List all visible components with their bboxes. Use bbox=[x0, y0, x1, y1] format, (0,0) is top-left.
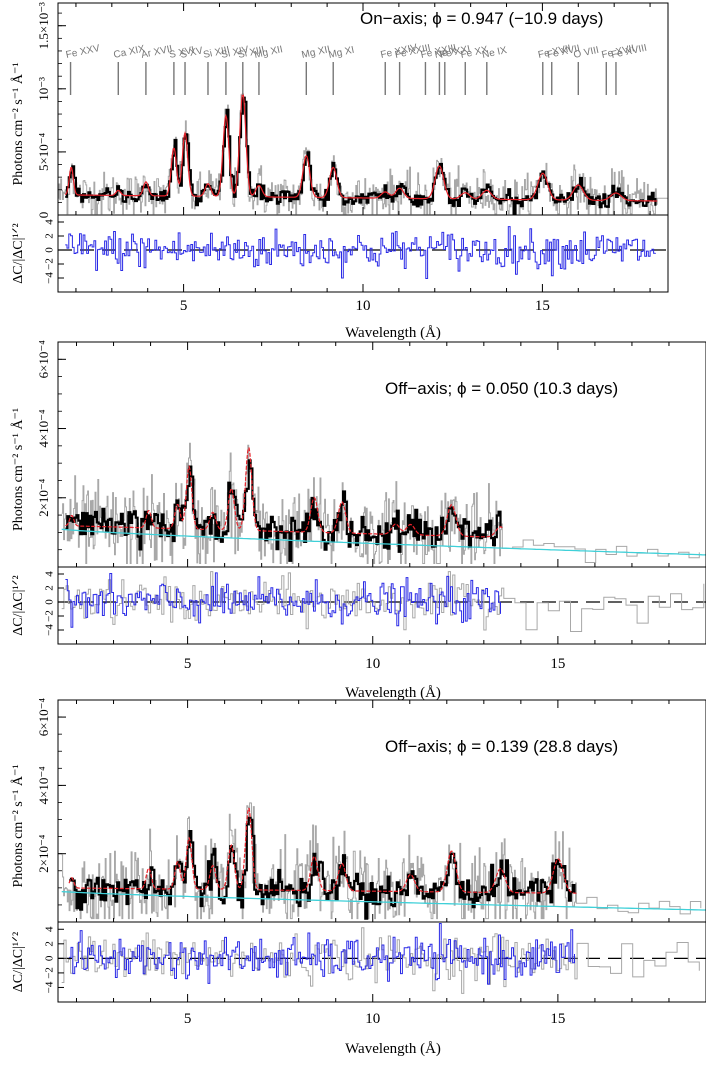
line-id-label: S XVI bbox=[168, 45, 195, 61]
residual-unbinned bbox=[61, 927, 700, 994]
resid-y-axis-label: ΔC/|ΔC|¹ᐟ² bbox=[11, 932, 26, 993]
spectrum-panel-2: 5 10 15 Wavelength (Å) 2×10⁻⁴ 4×10⁻⁴ 6×10⁻⁴ −4 −… bbox=[10, 340, 706, 701]
x-tick-label: 15 bbox=[550, 1011, 565, 1027]
x-tick-label: 5 bbox=[184, 656, 192, 672]
y-tick-label: 1.5×10⁻³ bbox=[36, 2, 51, 49]
line-id-label: Mg XII bbox=[301, 44, 332, 61]
x-tick-label: 10 bbox=[365, 656, 380, 672]
resid-y-tick-label: −2 bbox=[44, 610, 56, 622]
x-tick-label: 5 bbox=[184, 1011, 192, 1027]
series-binned-data bbox=[69, 816, 576, 920]
resid-y-tick-label: −4 bbox=[44, 981, 56, 993]
y-axis-label: Photons cm⁻² s⁻¹ Å⁻¹ bbox=[10, 62, 26, 185]
line-id-label: Fe XVIII bbox=[610, 43, 648, 61]
residual-axes-frame bbox=[57, 566, 706, 645]
series-unbinned-data bbox=[61, 802, 702, 920]
x-tick-label: 10 bbox=[356, 298, 371, 314]
resid-y-tick-label: 0 bbox=[44, 247, 56, 253]
main-axes-frame bbox=[57, 2, 669, 216]
line-id-label: Ne IX bbox=[481, 45, 508, 61]
y-tick-label: 4×10⁻⁴ bbox=[36, 409, 51, 448]
panel-annotation: Off−axis; ϕ = 0.050 (10.3 days) bbox=[385, 379, 618, 398]
line-id-label: Si XIII bbox=[202, 45, 230, 61]
line-id-label: S XV bbox=[179, 45, 204, 61]
resid-y-tick-label: 2 bbox=[44, 941, 56, 947]
resid-y-axis-label: ΔC/|ΔC|¹ᐟ² bbox=[11, 223, 26, 284]
resid-y-tick-label: 4 bbox=[44, 219, 56, 225]
y-tick-label: 10⁻³ bbox=[36, 77, 51, 101]
y-tick-label: 4×10⁻⁴ bbox=[36, 766, 51, 805]
resid-y-tick-label: −4 bbox=[44, 272, 56, 284]
panel-annotation: On−axis; ϕ = 0.947 (−10.9 days) bbox=[360, 9, 603, 28]
resid-y-tick-label: 2 bbox=[44, 585, 56, 591]
resid-y-tick-label: −2 bbox=[44, 258, 56, 270]
series-model bbox=[65, 447, 503, 538]
x-tick-label: 5 bbox=[180, 298, 188, 314]
x-axis-label: Wavelength (Å) bbox=[345, 325, 441, 341]
series-model bbox=[68, 807, 577, 894]
resid-y-tick-label: 0 bbox=[44, 599, 56, 605]
series-unbinned-data bbox=[61, 442, 700, 564]
series-binned-data bbox=[65, 96, 657, 215]
x-axis-label: Wavelength (Å) bbox=[345, 1041, 441, 1057]
resid-y-tick-label: 0 bbox=[44, 955, 56, 961]
y-tick-label: 0 bbox=[36, 212, 51, 219]
y-axis-label: Photons cm⁻² s⁻¹ Å⁻¹ bbox=[10, 764, 26, 887]
residual-series bbox=[65, 572, 501, 628]
resid-y-axis-label: ΔC/|ΔC|¹ᐟ² bbox=[11, 575, 26, 636]
panel-annotation: Off−axis; ϕ = 0.139 (28.8 days) bbox=[385, 737, 618, 756]
series-continuum-model bbox=[61, 890, 706, 911]
residual-series bbox=[65, 226, 656, 279]
residual-series bbox=[69, 923, 575, 985]
resid-y-tick-label: 4 bbox=[44, 926, 56, 932]
line-id-label: Fe XXV bbox=[65, 43, 101, 61]
y-tick-label: 5×10⁻⁴ bbox=[36, 132, 51, 171]
x-tick-label: 10 bbox=[365, 1011, 380, 1027]
y-tick-label: 6×10⁻⁴ bbox=[36, 340, 51, 379]
series-binned-data bbox=[65, 459, 502, 562]
resid-y-tick-label: 4 bbox=[44, 571, 56, 577]
residual-axes-frame bbox=[57, 921, 706, 1003]
y-axis-label: Photons cm⁻² s⁻¹ Å⁻¹ bbox=[10, 408, 26, 531]
line-id-label: Si XIII bbox=[237, 45, 265, 61]
line-id-label: O VIII bbox=[573, 45, 600, 61]
x-tick-label: 15 bbox=[535, 298, 550, 314]
spectrum-panel-3: 5 10 15 Wavelength (Å) 2×10⁻⁴ 4×10⁻⁴ 6×10⁻⁴ −4 −… bbox=[10, 698, 706, 1057]
line-id-label: Ne X bbox=[434, 45, 458, 60]
line-id-label: Mg XI bbox=[328, 45, 356, 61]
resid-y-tick-label: −4 bbox=[44, 624, 56, 636]
resid-y-tick-label: −2 bbox=[44, 967, 56, 979]
residual-unbinned bbox=[61, 571, 705, 632]
y-tick-label: 2×10⁻⁴ bbox=[36, 478, 51, 517]
y-tick-label: 2×10⁻⁴ bbox=[36, 834, 51, 873]
series-continuum-model bbox=[61, 528, 706, 556]
x-axis-label: Wavelength (Å) bbox=[345, 685, 441, 701]
x-tick-label: 15 bbox=[550, 656, 565, 672]
y-tick-label: 6×10⁻⁴ bbox=[36, 698, 51, 737]
series-model bbox=[64, 93, 658, 202]
resid-y-tick-label: 2 bbox=[44, 233, 56, 239]
